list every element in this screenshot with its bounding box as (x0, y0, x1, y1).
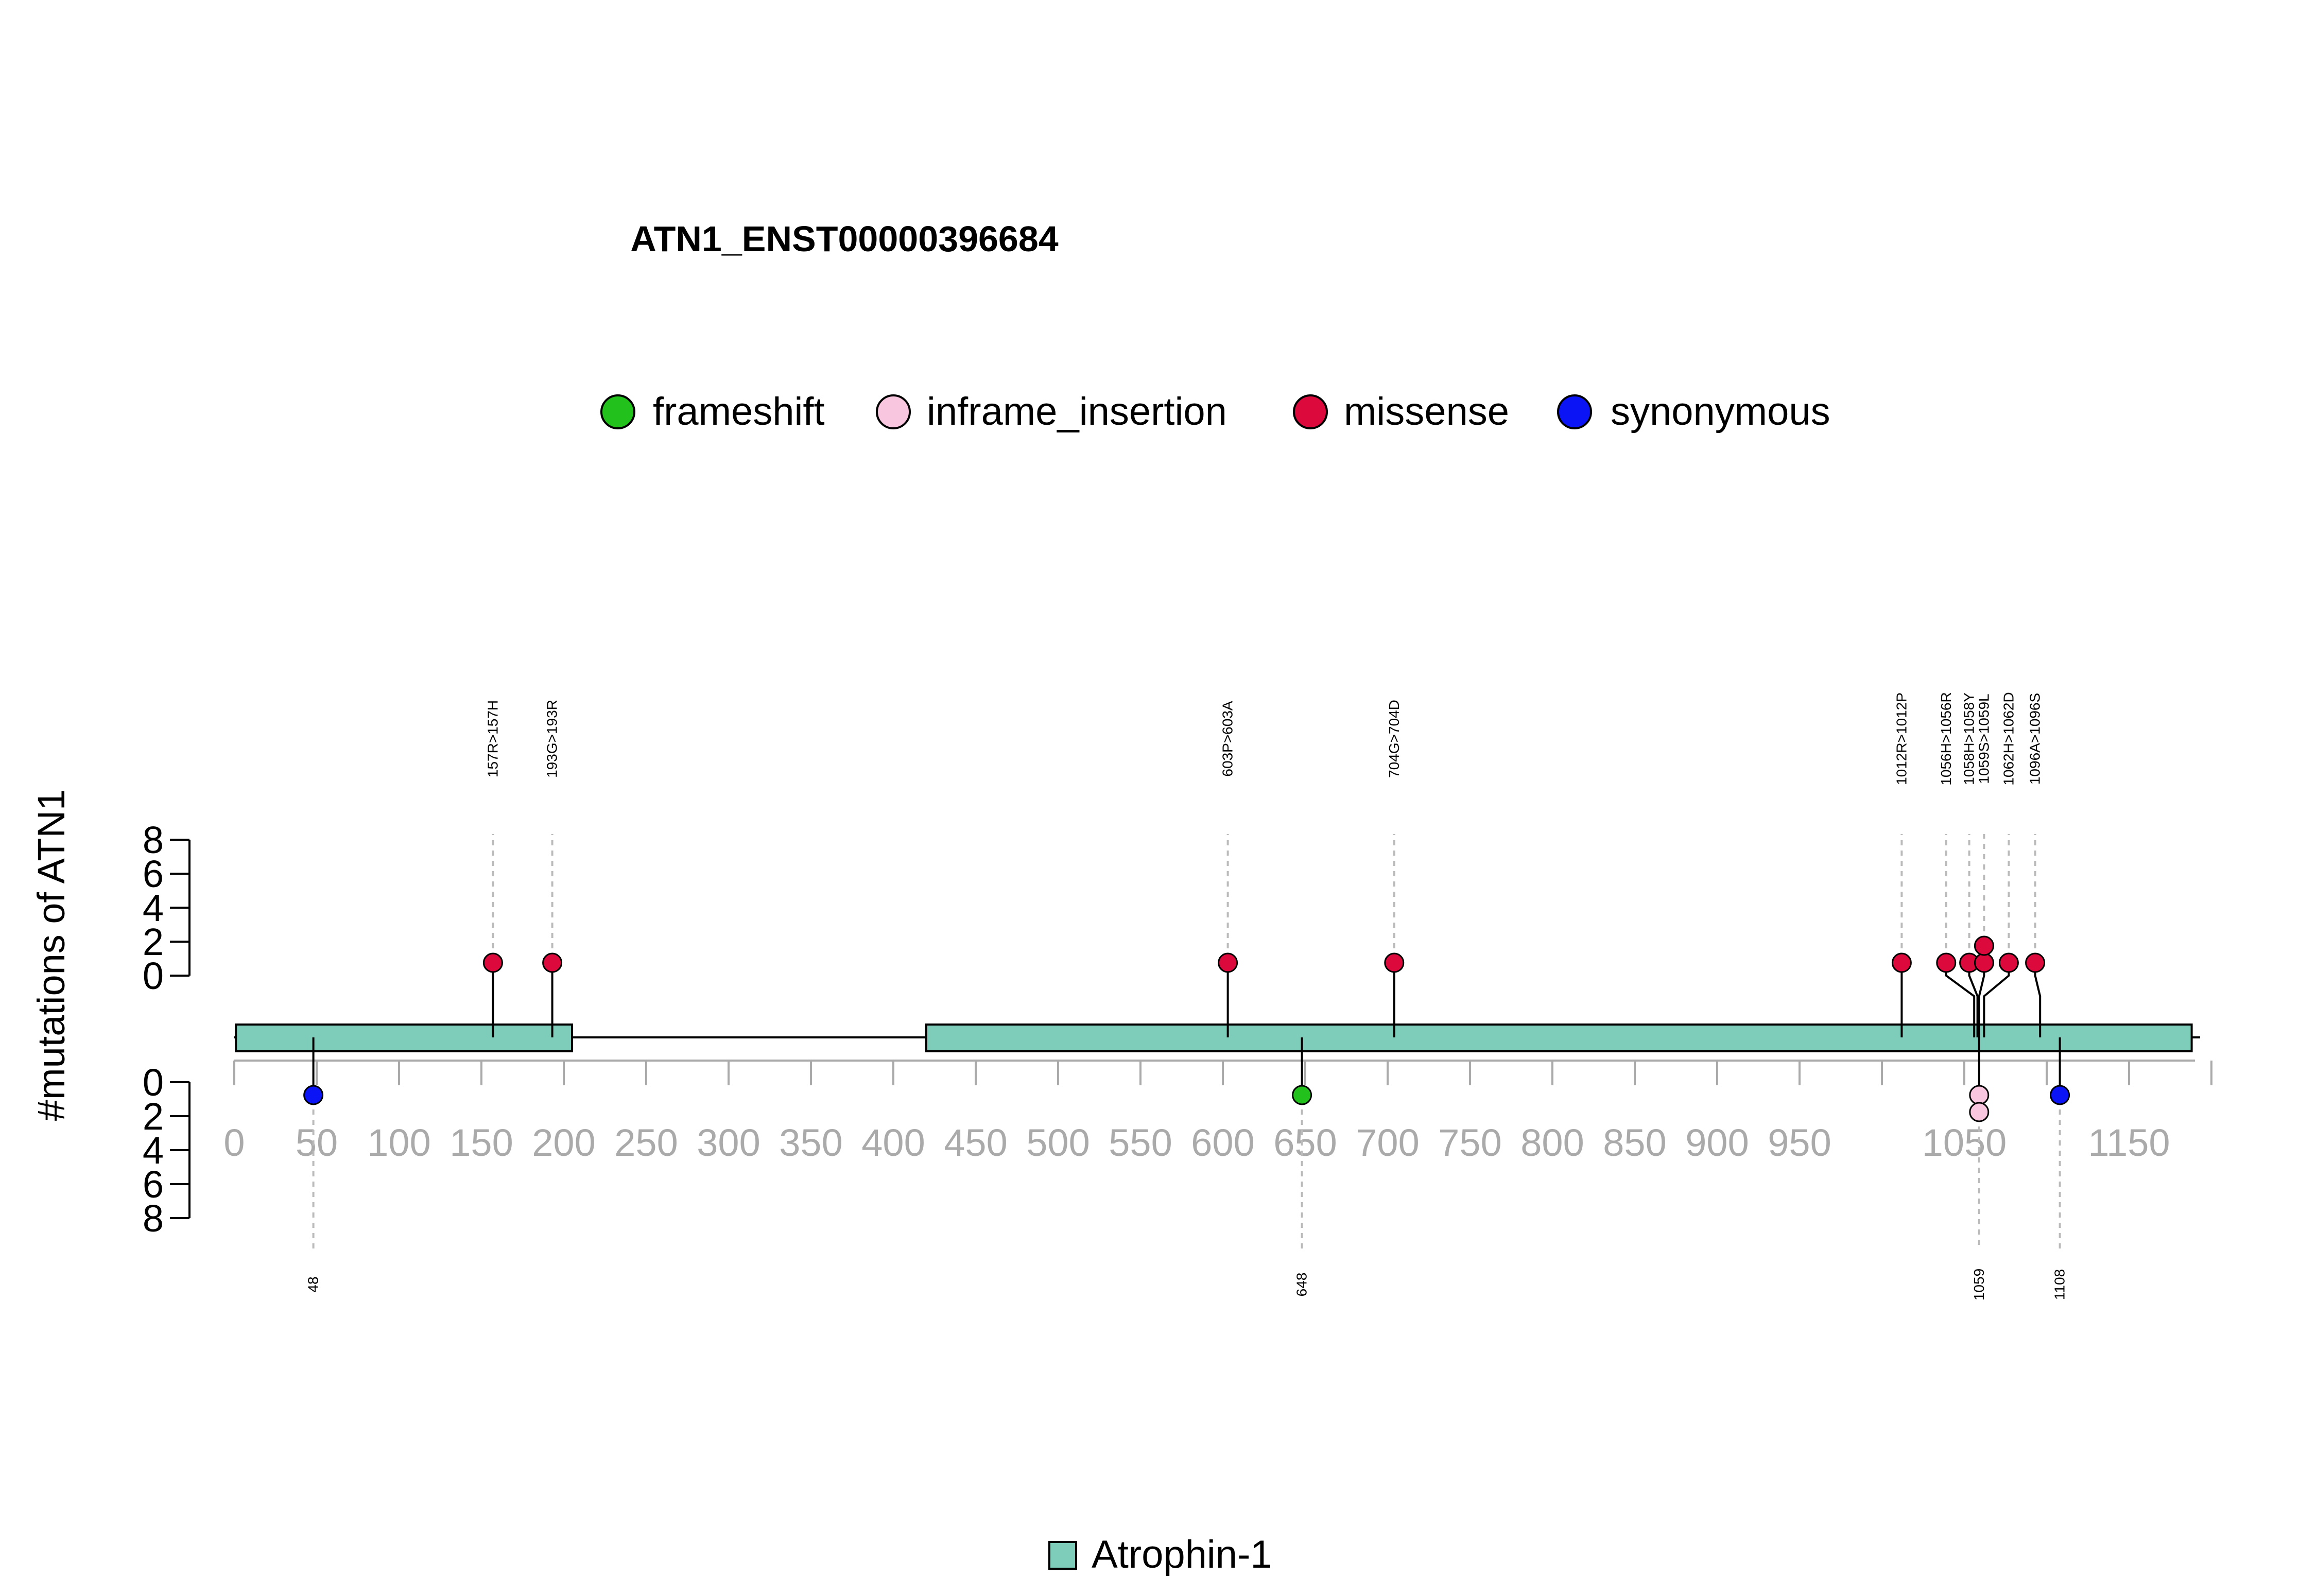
x-tick-label-50: 50 (296, 1121, 338, 1164)
legend-label-frameshift: frameshift (653, 390, 825, 433)
mut-upper-label-1062H>1062D: 1062H>1062D (2000, 692, 2016, 785)
x-tick-label-300: 300 (697, 1121, 760, 1164)
x-tick-label-250: 250 (614, 1121, 678, 1164)
mut-lower-label-1108: 1108 (2052, 1269, 2068, 1300)
marker-lower-1059-2 (1969, 1102, 1990, 1122)
marker-upper-1059S>1059L-2 (1974, 935, 1994, 956)
mut-upper-label-1056H>1056R: 1056H>1056R (1938, 692, 1954, 785)
y-lower-tick-label-2: 2 (143, 1095, 164, 1138)
mut-upper-label-1058H>1058Y: 1058H>1058Y (1961, 692, 1977, 785)
marker-upper-603P>603A-1 (1218, 952, 1238, 973)
y-lower-tick-label-0: 0 (143, 1061, 164, 1104)
x-tick-label-650: 650 (1273, 1121, 1337, 1164)
legend-marker-inframe_insertion (876, 394, 911, 429)
x-tick-label-850: 850 (1603, 1121, 1666, 1164)
mutation-type-legend: frameshift inframe_insertion missense synon… (600, 390, 1830, 433)
marker-upper-157R>157H-1 (482, 952, 503, 973)
marker-lower-1108-1 (2050, 1085, 2070, 1105)
legend-label-inframe_insertion: inframe_insertion (927, 390, 1227, 433)
domains (235, 1023, 2193, 1052)
mut-lower-label-48: 48 (305, 1276, 321, 1292)
marker-upper-1062H>1062D-1 (1998, 952, 2019, 973)
marker-upper-1012R>1012P-1 (1891, 952, 1912, 973)
y-lower-tick-label-6: 6 (143, 1163, 164, 1206)
domain-legend-swatch (1048, 1541, 1077, 1570)
x-tick-label-750: 750 (1438, 1121, 1501, 1164)
x-tick-label-800: 800 (1520, 1121, 1584, 1164)
x-tick-label-500: 500 (1026, 1121, 1090, 1164)
mutations-lower: 48 648 1059 1108 (303, 1037, 2070, 1300)
y-lower-tick-label-8: 8 (143, 1197, 164, 1240)
y-upper-tick-label-0: 0 (143, 955, 164, 997)
x-tick-label-1050: 1050 (1922, 1121, 2007, 1164)
marker-lower-1059-1 (1969, 1085, 1990, 1105)
x-tick-label-450: 450 (944, 1121, 1007, 1164)
mut-upper-label-1059S>1059L: 1059S>1059L (1976, 693, 1992, 784)
x-tick-label-700: 700 (1356, 1121, 1419, 1164)
mut-upper-label-1012R>1012P: 1012R>1012P (1893, 692, 1909, 785)
x-tick-label-200: 200 (532, 1121, 595, 1164)
x-tick-label-600: 600 (1191, 1121, 1254, 1164)
legend-marker-frameshift (600, 394, 635, 429)
x-tick-label-100: 100 (367, 1121, 430, 1164)
marker-upper-1096A>1096S-1 (2025, 952, 2046, 973)
y-upper-tick-label-8: 8 (143, 819, 164, 861)
x-axis: 0 50 100 150 200 250 300 350 400 450 500 550 600 650 7… (223, 1060, 2212, 1164)
chart-title: ATN1_ENST00000396684 (630, 219, 1059, 259)
marker-upper-704G>704D-1 (1384, 952, 1405, 973)
y-upper-tick-label-6: 6 (143, 853, 164, 895)
domain-legend-label: Atrophin-1 (1092, 1533, 1272, 1576)
marker-upper-1056H>1056R-1 (1936, 952, 1957, 973)
mut-upper-label-193G>193R: 193G>193R (544, 700, 560, 778)
mut-upper-label-603P>603A: 603P>603A (1220, 701, 1236, 776)
marker-lower-48-1 (303, 1085, 324, 1105)
x-tick-label-150: 150 (449, 1121, 513, 1164)
x-tick-label-550: 550 (1109, 1121, 1172, 1164)
marker-lower-648-1 (1292, 1085, 1312, 1105)
x-tick-label-0: 0 (223, 1121, 245, 1164)
x-tick-label-950: 950 (1768, 1121, 1831, 1164)
legend-label-synonymous: synonymous (1611, 390, 1830, 433)
y-upper-tick-label-4: 4 (143, 887, 164, 929)
domain-1 (235, 1023, 573, 1052)
legend-marker-synonymous (1557, 394, 1592, 429)
domain-legend: Atrophin-1 (1048, 1533, 1272, 1576)
x-tick-label-350: 350 (779, 1121, 842, 1164)
legend-label-missense: missense (1344, 390, 1509, 433)
mut-upper-label-157R>157H: 157R>157H (485, 700, 500, 777)
marker-upper-1059S>1059L-1 (1974, 952, 1994, 973)
y-lower-tick-label-4: 4 (143, 1129, 164, 1172)
mut-lower-label-1059: 1059 (1971, 1269, 1987, 1300)
x-tick-label-900: 900 (1685, 1121, 1749, 1164)
y-axis-label: #mutations of ATN1 (30, 789, 73, 1121)
domain-2 (925, 1023, 2193, 1052)
mut-lower-label-648: 648 (1294, 1273, 1310, 1297)
mut-upper-label-704G>704D: 704G>704D (1386, 700, 1402, 778)
mut-upper-label-1096A>1096S: 1096A>1096S (2027, 693, 2043, 785)
x-tick-label-400: 400 (861, 1121, 925, 1164)
y-upper-tick-label-2: 2 (143, 921, 164, 963)
mutations-upper: 157R>157H 193G>193R 603P>603A 704G>704D 1012… (482, 692, 2046, 1037)
marker-upper-193G>193R-1 (542, 952, 563, 973)
legend-marker-missense (1293, 394, 1328, 429)
x-tick-label-1150: 1150 (2088, 1121, 2170, 1164)
